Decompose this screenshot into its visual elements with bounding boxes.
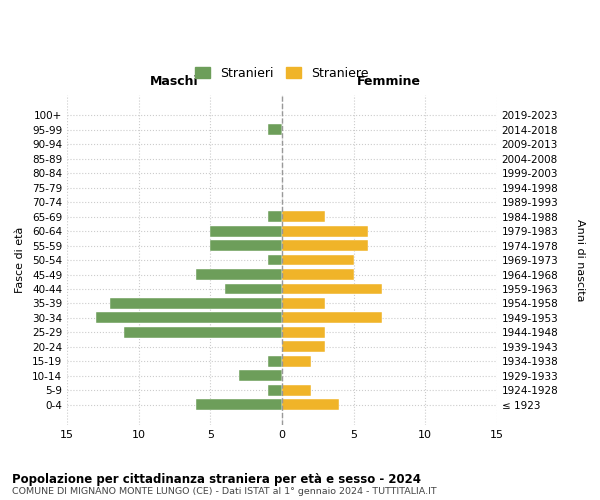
Bar bbox=[282, 327, 325, 338]
Bar bbox=[268, 385, 282, 396]
Y-axis label: Fasce di età: Fasce di età bbox=[15, 227, 25, 293]
Bar bbox=[282, 226, 368, 236]
Text: Femmine: Femmine bbox=[358, 76, 421, 88]
Bar bbox=[282, 269, 353, 280]
Bar bbox=[282, 356, 311, 366]
Bar bbox=[282, 298, 325, 309]
Bar bbox=[239, 370, 282, 381]
Bar bbox=[282, 254, 353, 266]
Bar bbox=[210, 226, 282, 236]
Bar bbox=[268, 211, 282, 222]
Bar bbox=[282, 400, 339, 410]
Bar bbox=[110, 298, 282, 309]
Bar bbox=[268, 124, 282, 136]
Bar bbox=[124, 327, 282, 338]
Bar bbox=[224, 284, 282, 294]
Bar bbox=[282, 385, 311, 396]
Bar bbox=[268, 356, 282, 366]
Bar bbox=[196, 400, 282, 410]
Y-axis label: Anni di nascita: Anni di nascita bbox=[575, 219, 585, 302]
Bar bbox=[282, 342, 325, 352]
Bar bbox=[282, 240, 368, 251]
Text: Popolazione per cittadinanza straniera per età e sesso - 2024: Popolazione per cittadinanza straniera p… bbox=[12, 472, 421, 486]
Bar bbox=[282, 211, 325, 222]
Text: Maschi: Maschi bbox=[150, 76, 199, 88]
Bar bbox=[282, 284, 382, 294]
Text: COMUNE DI MIGNANO MONTE LUNGO (CE) - Dati ISTAT al 1° gennaio 2024 - TUTTITALIA.: COMUNE DI MIGNANO MONTE LUNGO (CE) - Dat… bbox=[12, 488, 437, 496]
Bar bbox=[210, 240, 282, 251]
Bar bbox=[96, 312, 282, 324]
Legend: Stranieri, Straniere: Stranieri, Straniere bbox=[190, 62, 374, 84]
Bar bbox=[268, 254, 282, 266]
Bar bbox=[282, 312, 382, 324]
Bar bbox=[196, 269, 282, 280]
